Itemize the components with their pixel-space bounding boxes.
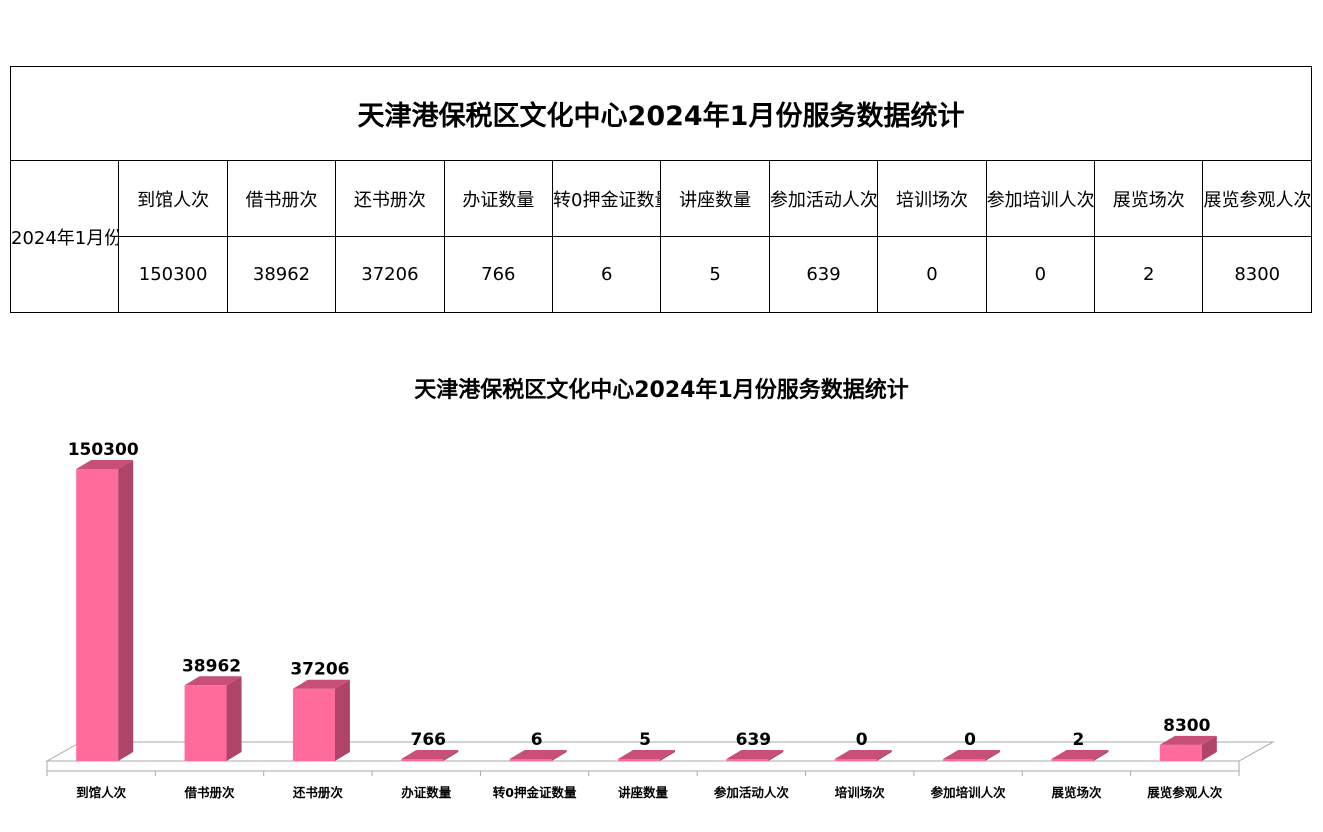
table-title: 天津港保税区文化中心2024年1月份服务数据统计 [10, 66, 1312, 161]
data-label: 2 [1073, 730, 1085, 750]
value-cell: 8300 [1202, 236, 1312, 313]
bar-top [726, 750, 784, 759]
bar [509, 759, 552, 761]
x-tick-label: 还书册次 [292, 785, 344, 800]
x-tick-label: 展览参观人次 [1147, 785, 1223, 800]
bar [618, 759, 660, 761]
bar-side [334, 679, 350, 761]
period-cell: 2024年1月份 [9, 160, 120, 313]
bar [76, 469, 119, 761]
bar-top [1051, 750, 1109, 759]
bar [726, 759, 769, 761]
bar-side [768, 750, 784, 761]
bar-side [118, 460, 134, 761]
bar-side [551, 750, 567, 761]
data-label: 5 [639, 730, 651, 750]
value-cell: 0 [985, 236, 1096, 313]
bar-side [876, 750, 892, 761]
header-cell: 借书册次 [226, 160, 337, 237]
bar-side [226, 676, 242, 761]
value-cell: 38962 [226, 236, 337, 313]
bar [292, 688, 335, 761]
bar-top [76, 460, 134, 469]
bar-side [443, 750, 459, 761]
header-cell: 参加培训人次 [985, 160, 1096, 237]
bar-top [184, 676, 242, 686]
x-tick-label: 讲座数量 [618, 785, 669, 800]
x-tick-label: 到馆人次 [76, 785, 127, 800]
x-tick-label: 参加培训人次 [931, 785, 1007, 800]
header-cell: 转0押金证数量 [552, 160, 662, 237]
bar-top [401, 750, 459, 759]
bar [401, 759, 444, 761]
bar-top [834, 750, 892, 759]
data-label: 639 [736, 730, 772, 750]
header-cell: 讲座数量 [660, 160, 770, 237]
summary-table: 天津港保税区文化中心2024年1月份服务数据统计 2024年1月份 到馆人次 借… [9, 66, 1312, 313]
data-label: 0 [856, 730, 868, 750]
data-label: 38962 [182, 656, 241, 676]
x-tick-label: 展览场次 [1051, 785, 1102, 800]
bar-top [618, 750, 675, 759]
bar-side [1201, 735, 1217, 761]
chart-title: 天津港保税区文化中心2024年1月份服务数据统计 [414, 378, 909, 403]
header-cell: 办证数量 [443, 160, 554, 237]
bar-top [292, 679, 350, 689]
bar [943, 759, 986, 761]
value-cell: 2 [1094, 236, 1204, 313]
value-cell: 5 [660, 236, 770, 313]
bar [1159, 744, 1202, 761]
x-tick-label: 办证数量 [401, 785, 452, 800]
header-cell: 还书册次 [335, 160, 445, 237]
bar-side [1093, 750, 1109, 761]
value-cell: 639 [768, 236, 879, 313]
bar-top [509, 750, 567, 759]
bar-top [943, 750, 1001, 759]
bar-top [1159, 735, 1217, 745]
value-cell: 37206 [335, 236, 445, 313]
header-cell: 培训场次 [877, 160, 987, 237]
x-tick-label: 借书册次 [184, 785, 236, 800]
x-tick-label: 参加活动人次 [714, 785, 790, 800]
header-cell: 展览参观人次 [1202, 160, 1312, 237]
bar [1051, 759, 1094, 761]
bar-side [985, 750, 1001, 761]
value-cell: 766 [443, 236, 554, 313]
value-cell: 150300 [118, 236, 228, 313]
data-label: 37206 [290, 660, 349, 680]
data-label: 0 [964, 730, 976, 750]
value-cell: 6 [552, 236, 662, 313]
data-label: 150300 [68, 440, 139, 460]
bar-side [660, 750, 675, 761]
data-label: 8300 [1163, 716, 1210, 736]
bar [184, 685, 227, 761]
header-cell: 参加活动人次 [768, 160, 879, 237]
data-label: 6 [531, 730, 543, 750]
x-tick-label: 培训场次 [835, 785, 886, 800]
data-label: 766 [411, 730, 447, 750]
x-tick-label: 转0押金证数量 [493, 785, 577, 800]
bar [834, 759, 877, 761]
